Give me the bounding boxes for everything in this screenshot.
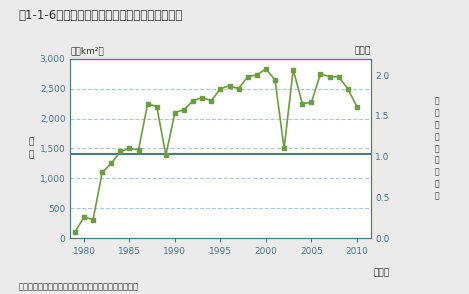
Text: 出典：気象庁ホームページ「オゾンホール最大面積」: 出典：気象庁ホームページ「オゾンホール最大面積」 [19, 282, 139, 291]
Text: （倍）: （倍） [355, 46, 371, 55]
Text: 面
積: 面 積 [29, 138, 34, 159]
Text: 図1-1-6　南極上空のオゾンホールの面積の推移: 図1-1-6 南極上空のオゾンホールの面積の推移 [19, 9, 183, 22]
Text: 南
極
大
陸
と
の
面
積
比: 南 極 大 陸 と の 面 積 比 [434, 97, 439, 200]
Text: （年）: （年） [373, 269, 390, 278]
Text: （万km²）: （万km²） [70, 46, 104, 55]
